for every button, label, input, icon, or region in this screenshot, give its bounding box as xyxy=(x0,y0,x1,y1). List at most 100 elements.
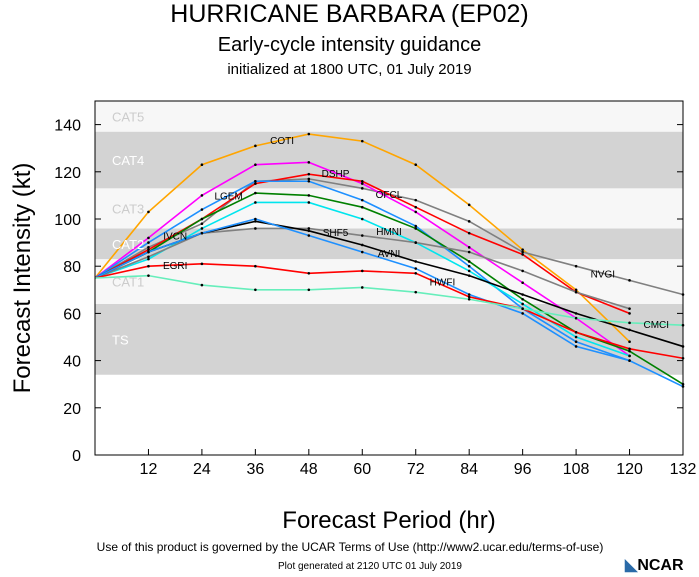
point-avni xyxy=(574,312,578,315)
x-tick-label: 24 xyxy=(193,461,211,478)
point-lgem xyxy=(574,340,578,344)
point-shf5 xyxy=(254,227,257,230)
logo-text: NCAR xyxy=(637,557,684,574)
point-egri xyxy=(467,295,471,299)
point-shf5 xyxy=(414,241,418,244)
point-coti xyxy=(521,248,524,251)
x-tick-label: 132 xyxy=(670,461,697,478)
point-cmci xyxy=(200,283,204,287)
band-cat5 xyxy=(95,101,683,132)
point-nvgi xyxy=(521,250,524,254)
point-hmni xyxy=(628,354,631,358)
point-dshp xyxy=(360,182,364,185)
point-ofcl xyxy=(307,172,311,176)
y-tick-label: 140 xyxy=(54,118,81,135)
series-label-dshp: DSHP xyxy=(322,169,350,180)
band-label-cat4: CAT4 xyxy=(112,153,144,168)
point-ofcl xyxy=(360,179,364,183)
point-cmci xyxy=(414,290,418,294)
plot-frame xyxy=(94,100,684,456)
point-coti xyxy=(147,210,150,214)
series-label-shf5: SHF5 xyxy=(323,228,349,239)
point-ivcn xyxy=(521,297,524,301)
point-nvgi xyxy=(574,264,578,268)
point-egri xyxy=(414,271,418,275)
point-ivcn xyxy=(200,217,204,221)
point-coti xyxy=(628,340,631,344)
point-nvgi xyxy=(147,246,150,249)
point-avni xyxy=(467,274,471,277)
point-coti xyxy=(254,144,257,148)
point-hwfi xyxy=(254,217,257,221)
point-lgem xyxy=(200,208,204,211)
point-lgem xyxy=(254,179,257,183)
point-nvgi xyxy=(360,187,364,190)
point-hmni xyxy=(307,201,311,204)
point-nvgi xyxy=(307,177,311,181)
series-label-avni: AVNI xyxy=(378,249,401,260)
point-egri xyxy=(574,330,578,334)
series-label-lgem: LGEM xyxy=(214,191,242,202)
lines-layer xyxy=(94,132,685,388)
point-nvgi xyxy=(200,222,204,226)
point-ivcn xyxy=(414,227,418,230)
point-dshp xyxy=(147,236,150,240)
series-label-nvgi: NVGI xyxy=(591,269,615,280)
band-label-ts: TS xyxy=(112,332,129,347)
series-label-cmci: CMCI xyxy=(643,320,669,331)
point-egri xyxy=(254,264,257,268)
x-axis-label: Forecast Period (hr) xyxy=(282,507,495,534)
point-dshp xyxy=(414,210,418,214)
band-label-cat1: CAT1 xyxy=(112,275,144,290)
point-dshp xyxy=(254,163,257,167)
series-line-egri xyxy=(94,263,684,360)
point-coti xyxy=(307,132,311,136)
y-tick-label: 0 xyxy=(72,448,81,465)
point-dshp xyxy=(200,194,204,197)
point-ofcl xyxy=(521,253,524,256)
generated-text: Plot generated at 2120 UTC 01 July 2019 xyxy=(277,561,462,572)
ncar-logo: ◣NCAR xyxy=(625,557,684,575)
band-label-cat5: CAT5 xyxy=(112,109,144,124)
bands-layer xyxy=(95,101,683,455)
point-cmci xyxy=(254,288,257,292)
point-hmni xyxy=(574,335,578,339)
point-shf5 xyxy=(628,307,631,310)
point-coti xyxy=(200,163,204,167)
point-avni xyxy=(254,220,257,223)
series-label-ofcl: OFCL xyxy=(376,190,403,201)
point-egri xyxy=(147,264,150,268)
point-coti xyxy=(467,203,471,207)
point-avni xyxy=(414,260,418,263)
band-label-cat3: CAT3 xyxy=(112,201,144,216)
point-avni xyxy=(360,243,364,247)
point-ivcn xyxy=(360,205,364,209)
x-tick-label: 108 xyxy=(563,461,590,478)
y-tick-label: 80 xyxy=(63,259,81,276)
point-nvgi xyxy=(628,279,631,282)
point-egri xyxy=(307,271,311,275)
point-hwfi xyxy=(200,231,204,235)
point-lgem xyxy=(147,241,150,244)
point-cmci xyxy=(147,274,150,277)
init-time: initialized at 1800 UTC, 01 July 2019 xyxy=(227,61,472,78)
series-line-hwfi xyxy=(94,218,684,388)
series-label-hmni: HMNI xyxy=(376,227,402,238)
series-label-ivcn: IVCN xyxy=(163,232,187,243)
point-dshp xyxy=(307,161,311,164)
series-label-coti: COTI xyxy=(270,136,294,147)
point-hmni xyxy=(360,217,364,221)
point-lgem xyxy=(307,179,311,183)
point-shf5 xyxy=(360,234,364,237)
point-cmci xyxy=(574,316,578,320)
point-shf5 xyxy=(574,290,578,294)
point-coti xyxy=(414,163,418,167)
x-tick-label: 48 xyxy=(300,461,318,478)
point-shf5 xyxy=(521,269,524,273)
point-cmci xyxy=(521,307,524,310)
point-dshp xyxy=(467,246,471,249)
point-shf5 xyxy=(307,227,311,230)
band-label-cat2: CAT2 xyxy=(112,237,144,252)
point-shf5 xyxy=(467,250,471,254)
